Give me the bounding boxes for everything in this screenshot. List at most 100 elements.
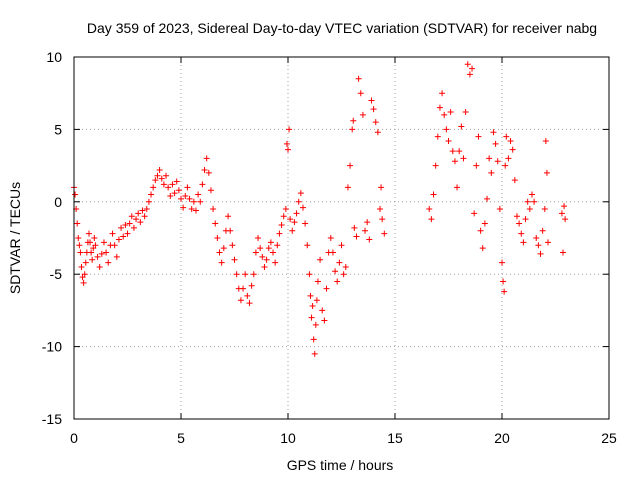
data-point <box>490 129 497 136</box>
data-point <box>259 253 266 260</box>
data-point <box>307 292 314 299</box>
y-tick-label: -15 <box>42 411 62 427</box>
data-point <box>246 300 253 307</box>
data-point <box>503 133 510 140</box>
data-point <box>329 249 336 256</box>
data-point <box>248 282 255 289</box>
data-point <box>481 220 488 227</box>
data-point <box>561 203 568 210</box>
data-point <box>430 191 437 198</box>
data-point <box>158 175 165 182</box>
data-point <box>501 288 508 295</box>
data-point <box>353 233 360 240</box>
data-point <box>242 271 249 278</box>
data-point <box>233 271 240 278</box>
data-point <box>299 204 306 211</box>
data-point <box>295 198 302 205</box>
data-point <box>283 140 290 147</box>
data-point <box>332 268 339 275</box>
data-point <box>263 256 270 263</box>
data-point <box>165 184 172 191</box>
data-point <box>122 221 129 228</box>
data-point <box>113 253 120 260</box>
data-point <box>175 187 182 194</box>
data-point <box>98 250 105 257</box>
data-point <box>216 249 223 256</box>
y-axis-label: SDTVAR / TECUs <box>7 182 23 294</box>
data-point <box>286 126 293 133</box>
data-point <box>520 239 527 246</box>
data-point <box>282 206 289 213</box>
data-point <box>454 184 461 191</box>
data-point <box>378 184 385 191</box>
y-tick-labels: -15 -10 -5 0 5 10 <box>42 49 62 427</box>
x-tick-label: 5 <box>177 430 185 446</box>
data-point <box>545 239 552 246</box>
chart-title: Day 359 of 2023, Sidereal Day-to-day VTE… <box>87 20 597 36</box>
data-point <box>509 146 516 153</box>
data-point <box>135 210 142 217</box>
data-point <box>100 239 107 246</box>
data-point <box>313 297 320 304</box>
data-point <box>87 239 94 246</box>
data-point <box>229 242 236 249</box>
data-point <box>148 191 155 198</box>
data-point <box>267 239 274 246</box>
data-point <box>293 210 300 217</box>
data-point <box>218 259 225 266</box>
x-tick-labels: 0 5 10 15 20 25 <box>70 430 617 446</box>
data-point <box>120 233 127 240</box>
data-point <box>469 65 476 72</box>
data-point <box>195 191 202 198</box>
x-tick-label: 15 <box>387 430 403 446</box>
data-point <box>562 216 569 223</box>
data-point <box>272 259 279 266</box>
data-point <box>276 230 283 237</box>
data-point <box>178 195 184 202</box>
x-tick-label: 25 <box>601 430 617 446</box>
data-point <box>173 178 180 185</box>
data-point <box>103 249 110 256</box>
data-point <box>526 206 533 213</box>
data-point <box>171 190 178 197</box>
data-point <box>366 236 373 243</box>
data-point <box>377 206 384 213</box>
data-point <box>192 207 199 214</box>
data-point <box>285 146 291 153</box>
data-point <box>126 220 133 227</box>
data-point <box>370 106 377 113</box>
data-point <box>436 104 443 111</box>
data-point <box>338 242 345 249</box>
y-tick-label: -5 <box>50 266 63 282</box>
data-point <box>379 216 386 223</box>
data-point <box>477 227 484 234</box>
data-point <box>74 220 81 227</box>
data-point <box>128 213 135 220</box>
data-point <box>169 181 176 188</box>
data-point <box>199 181 206 188</box>
data-point <box>447 109 454 116</box>
data-point <box>225 213 232 220</box>
data-point <box>124 230 131 237</box>
data-point <box>539 227 546 234</box>
data-point <box>75 235 82 241</box>
data-point <box>78 263 85 270</box>
data-point <box>372 119 379 126</box>
data-point <box>82 259 89 266</box>
data-point <box>443 126 450 133</box>
data-point <box>428 216 435 223</box>
data-point <box>502 162 509 169</box>
data-point <box>543 169 550 176</box>
data-point <box>105 259 112 266</box>
data-point <box>499 259 505 266</box>
data-point <box>111 242 118 249</box>
x-tick-label: 10 <box>280 430 296 446</box>
data-point <box>255 235 262 241</box>
data-point <box>154 172 161 179</box>
x-axis-label: GPS time / hours <box>287 457 394 473</box>
data-point <box>310 336 317 343</box>
data-point <box>559 249 566 256</box>
data-point <box>81 271 88 278</box>
data-point <box>349 126 356 133</box>
data-point <box>182 193 189 200</box>
